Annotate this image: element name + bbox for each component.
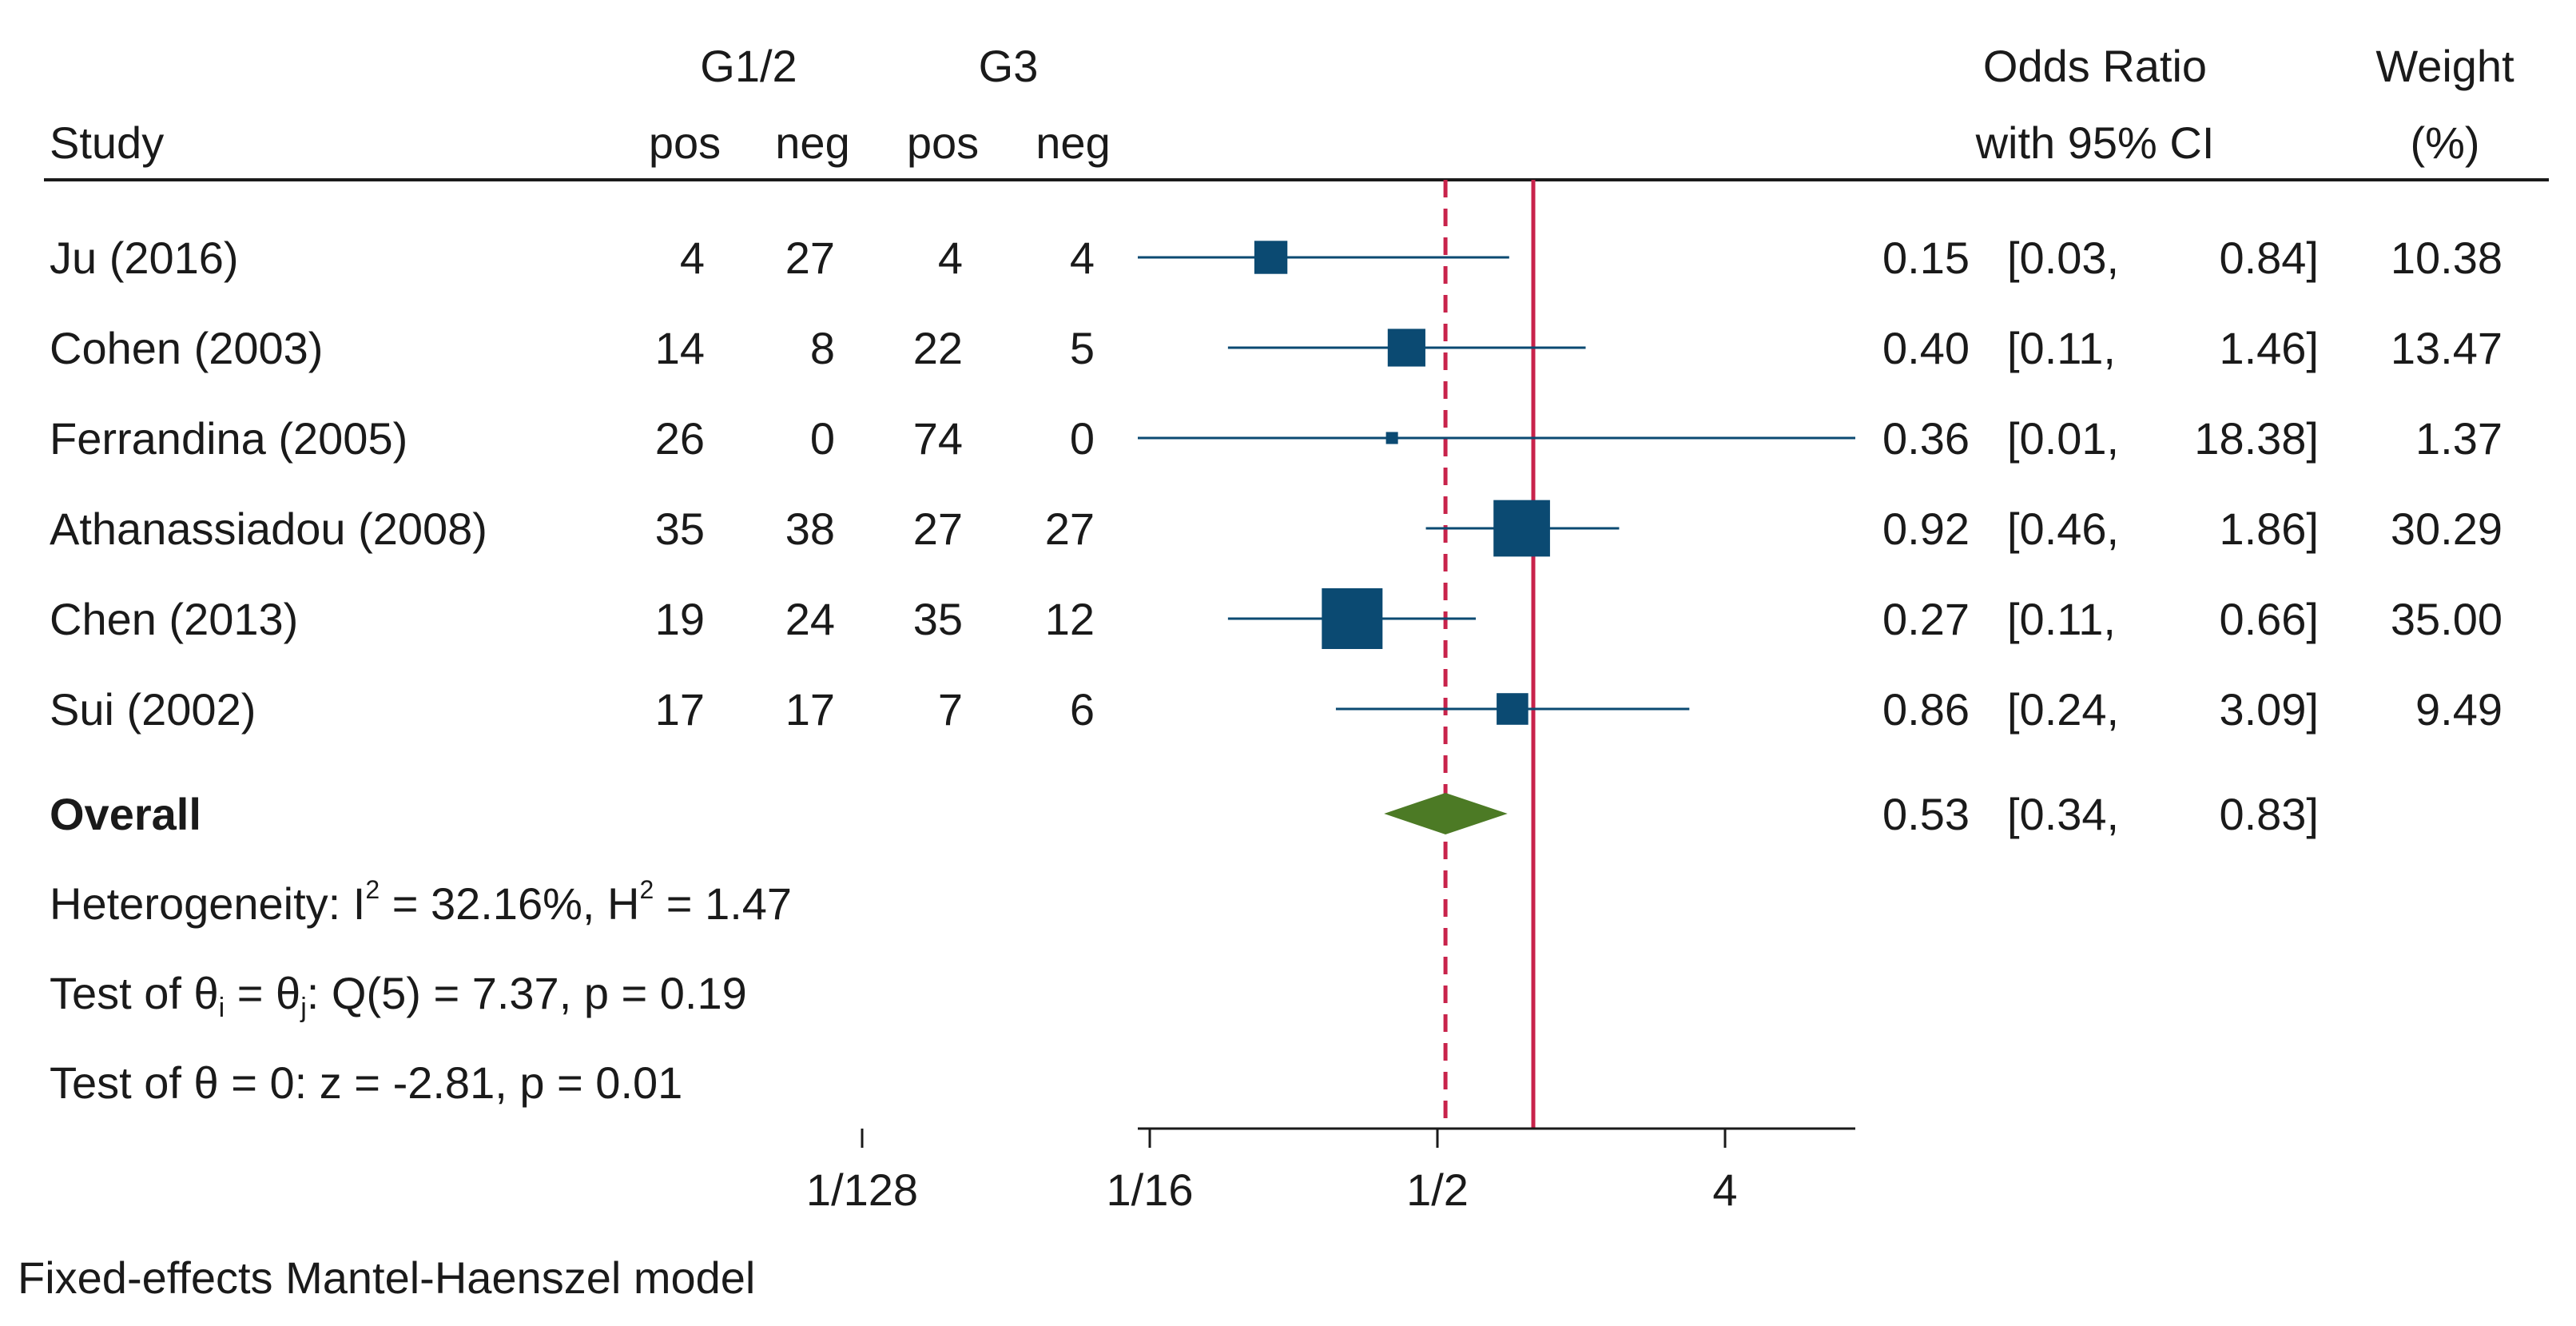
or-value: 0.27 <box>1882 594 1970 644</box>
x-tick-label: 1/128 <box>806 1165 918 1215</box>
overall-row: Overall 0.53 [0.34, 0.83] <box>50 789 2319 839</box>
ci-lower-value: [0.24, <box>2007 684 2119 735</box>
g3-header: G3 <box>979 41 1039 91</box>
g3-pos-value: 4 <box>938 233 963 283</box>
g12-neg-value: 17 <box>785 684 835 735</box>
ci-upper-value: 0.84] <box>2219 233 2319 283</box>
g12-pos-value: 19 <box>655 594 705 644</box>
ci-lower-value: [0.11, <box>2007 594 2116 644</box>
point-estimate-box <box>1254 241 1288 274</box>
ci-upper-value: 1.86] <box>2219 504 2319 554</box>
footnote: Fixed-effects Mantel-Haenszel model <box>18 1252 755 1303</box>
study-row: Chen (2013) 19 24 35 12 0.27 [0.11, 0.66] 35.00 <box>50 588 2502 649</box>
ci-upper-value: 0.66] <box>2219 594 2319 644</box>
x-axis: 1/128 1/16 1/2 4 <box>806 1127 1855 1215</box>
weight-value: 13.47 <box>2391 323 2502 373</box>
x-tick-label: 1/16 <box>1107 1165 1194 1215</box>
weight-value: 9.49 <box>2415 684 2502 735</box>
g12-neg-value: 27 <box>785 233 835 283</box>
g3-pos-value: 27 <box>913 504 963 554</box>
g12-neg-value: 24 <box>785 594 835 644</box>
point-estimate-box <box>1497 693 1529 725</box>
study-row: Sui (2002) 17 17 7 6 0.86 [0.24, 3.09] 9.49 <box>50 684 2502 735</box>
ci-lower-value: [0.03, <box>2007 233 2119 283</box>
header: Study G1/2 G3 pos neg pos neg Odds Ratio… <box>50 41 2514 168</box>
study-name: Athanassiadou (2008) <box>50 504 487 554</box>
overall-ci-lower: [0.34, <box>2007 789 2119 839</box>
g3-neg-value: 6 <box>1070 684 1095 735</box>
q-test-text: Test of θi = θj: Q(5) = 7.37, p = 0.19 <box>50 968 747 1023</box>
g12-neg-value: 8 <box>810 323 835 373</box>
g3-pos-value: 7 <box>938 684 963 735</box>
study-row: Cohen (2003) 14 8 22 5 0.40 [0.11, 1.46] 13.47 <box>50 323 2502 373</box>
point-estimate-box <box>1493 500 1550 557</box>
study-row: Ferrandina (2005) 26 0 74 0 0.36 [0.01, 18.38] 1… <box>50 413 2502 464</box>
or-value: 0.92 <box>1882 504 1970 554</box>
or-value: 0.86 <box>1882 684 1970 735</box>
or-value: 0.15 <box>1882 233 1970 283</box>
g12-header: G1/2 <box>700 41 797 91</box>
overall-or: 0.53 <box>1882 789 1970 839</box>
g12-pos-value: 26 <box>655 413 705 464</box>
x-tick-label: 4 <box>1712 1165 1737 1215</box>
statistics: Heterogeneity: I2 = 32.16%, H2 = 1.47 Te… <box>50 875 792 1108</box>
z-test-text: Test of θ = 0: z = -2.81, p = 0.01 <box>50 1057 682 1108</box>
g3-neg-value: 0 <box>1070 413 1095 464</box>
point-estimate-box <box>1387 329 1425 367</box>
ci-lower-value: [0.01, <box>2007 413 2119 464</box>
g3-neg-value: 12 <box>1045 594 1095 644</box>
g3-neg-value: 5 <box>1070 323 1095 373</box>
g3-pos-value: 22 <box>913 323 963 373</box>
x-tick-label: 1/2 <box>1406 1165 1469 1215</box>
g3-pos-value: 35 <box>913 594 963 644</box>
overall-ci-upper: 0.83] <box>2219 789 2319 839</box>
study-name: Cohen (2003) <box>50 323 323 373</box>
study-name: Sui (2002) <box>50 684 256 735</box>
or-header-1: Odds Ratio <box>1983 41 2207 91</box>
weight-value: 35.00 <box>2391 594 2502 644</box>
weight-value: 10.38 <box>2391 233 2502 283</box>
weight-value: 1.37 <box>2415 413 2502 464</box>
or-value: 0.36 <box>1882 413 1970 464</box>
point-estimate-box <box>1322 588 1383 649</box>
point-estimate-box <box>1385 432 1398 444</box>
ci-lower-value: [0.11, <box>2007 323 2116 373</box>
g12-pos-value: 14 <box>655 323 705 373</box>
overall-diamond <box>1384 793 1508 834</box>
study-row: Athanassiadou (2008) 35 38 27 27 0.92 [0.46, 1.… <box>50 500 2502 557</box>
plot-lines <box>1443 180 1536 1129</box>
study-row: Ju (2016) 4 27 4 4 0.15 [0.03, 0.84] 10.38 <box>50 233 2502 283</box>
ci-lower-value: [0.46, <box>2007 504 2119 554</box>
weight-header-2: (%) <box>2410 117 2479 168</box>
study-rows: Ju (2016) 4 27 4 4 0.15 [0.03, 0.84] 10.38 Cohen … <box>50 233 2502 834</box>
g3-pos-header: pos <box>907 117 979 168</box>
g12-neg-value: 0 <box>810 413 835 464</box>
overall-label: Overall <box>50 789 201 839</box>
weight-header-1: Weight <box>2375 41 2514 91</box>
weight-value: 30.29 <box>2391 504 2502 554</box>
g12-pos-value: 17 <box>655 684 705 735</box>
study-name: Chen (2013) <box>50 594 298 644</box>
g3-neg-value: 27 <box>1045 504 1095 554</box>
ci-upper-value: 3.09] <box>2219 684 2319 735</box>
or-value: 0.40 <box>1882 323 1970 373</box>
g12-neg-value: 38 <box>785 504 835 554</box>
heterogeneity-text: Heterogeneity: I2 = 32.16%, H2 = 1.47 <box>50 875 792 929</box>
g12-pos-value: 4 <box>680 233 705 283</box>
g3-neg-header: neg <box>1036 117 1110 168</box>
ci-upper-value: 1.46] <box>2219 323 2319 373</box>
g12-neg-header: neg <box>775 117 849 168</box>
or-header-2: with 95% CI <box>1975 117 2215 168</box>
g12-pos-header: pos <box>649 117 721 168</box>
g3-neg-value: 4 <box>1070 233 1095 283</box>
study-name: Ferrandina (2005) <box>50 413 407 464</box>
study-header: Study <box>50 117 164 168</box>
g12-pos-value: 35 <box>655 504 705 554</box>
ci-upper-value: 18.38] <box>2194 413 2319 464</box>
g3-pos-value: 74 <box>913 413 963 464</box>
study-name: Ju (2016) <box>50 233 239 283</box>
